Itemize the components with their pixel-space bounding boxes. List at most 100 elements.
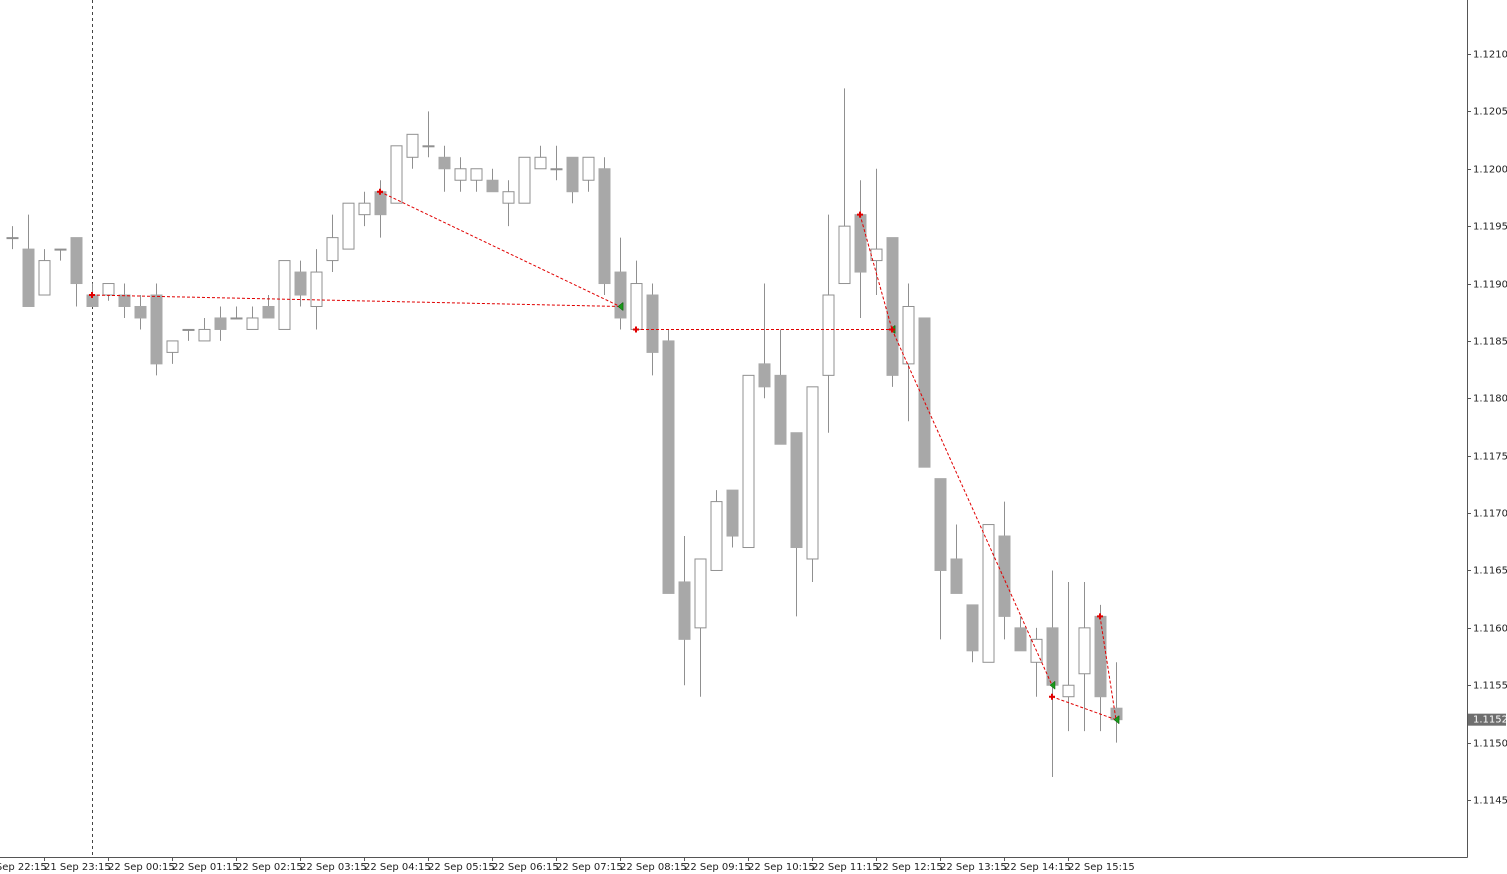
candle-body [918,317,931,468]
x-tick-label: 22 Sep 13:15 [940,862,1007,873]
candle-body [278,260,291,330]
candle-body [758,363,771,388]
x-tick-label: 22 Sep 15:15 [1068,862,1135,873]
candle-body [614,271,627,319]
x-tick-label: 22 Sep 02:15 [236,862,303,873]
x-tick-label: 22 Sep 10:15 [748,862,815,873]
y-tick-label: 1.1185 [1473,337,1507,348]
current-price-box [1468,713,1506,726]
candle-body [1062,684,1075,698]
x-tick-label: 22 Sep 05:15 [428,862,495,873]
trade-open-marker [377,188,383,195]
candle-body [310,271,323,307]
x-tick-label: 22 Sep 06:15 [492,862,559,873]
candle-body [54,248,67,251]
candle-body [502,191,515,204]
candle-body [38,260,51,296]
y-tick-label: 1.1200 [1473,165,1507,176]
trade-line [1099,616,1117,720]
trade-open-marker [857,211,863,218]
x-tick-label: 22 Sep 01:15 [172,862,239,873]
trade-close-marker [1113,715,1120,725]
y-tick-label: 1.1195 [1473,222,1507,233]
y-tick-label: 1.1155 [1473,681,1507,692]
y-tick-label: 1.1190 [1473,280,1507,291]
candle-body [118,294,131,307]
candle-body [838,225,851,285]
candle-body [486,179,499,193]
candle-body [358,202,371,216]
trade-line [379,191,621,307]
candle-body [726,489,739,537]
trade-close-marker [617,301,624,312]
candle-body [390,145,403,204]
candle-body [950,558,963,594]
candle-body [6,237,19,240]
trade-open-marker [1097,613,1103,620]
candle-body [934,478,947,571]
x-tick-label: 22 Sep 04:15 [364,862,431,873]
x-tick-label: 22 Sep 12:15 [876,862,943,873]
candle-body [550,168,563,171]
candle-body [134,305,147,319]
trade-open-marker [1049,693,1055,700]
trade-open-marker [889,326,895,333]
candle-body [662,340,675,594]
trade-open-marker [89,292,95,299]
candle-body [518,156,531,204]
candle-body [790,432,803,549]
candle-body [102,283,115,296]
y-tick-label: 1.1205 [1473,107,1507,118]
trade-close-marker [1049,680,1056,690]
x-tick-label: 21 Sep 22:15 [0,862,47,873]
candle-body [214,317,227,330]
candle-body [694,558,707,629]
candle-body [966,604,979,652]
candle-body [582,156,595,181]
current-price-label: 1.1152 [1473,715,1507,726]
candle-body [422,145,435,148]
y-tick-label: 1.1210 [1473,50,1507,61]
candle-body [198,328,211,342]
candle-body [246,317,259,330]
trade-line [1051,696,1117,721]
candle-body [822,294,835,376]
candle-body [982,524,995,663]
x-tick-label: 21 Sep 23:15 [44,862,111,873]
candle-body [262,305,275,319]
candle-body [598,168,611,285]
candle-body [70,237,83,285]
candle-body [454,168,467,181]
candle-body [406,133,419,158]
candle-body [374,191,387,216]
x-tick-label: 22 Sep 14:15 [1004,862,1071,873]
candle-body [1078,627,1091,675]
candle-body [1014,627,1027,652]
y-tick-label: 1.1145 [1473,796,1507,807]
x-tick-label: 22 Sep 09:15 [684,862,751,873]
y-tick-label: 1.1170 [1473,509,1507,520]
candle-body [182,328,195,331]
candle-body [342,202,355,250]
candle-body [854,214,867,273]
candle-body [534,156,547,170]
candle-body [806,386,819,560]
candle-body [166,340,179,353]
candle-body [886,237,899,376]
candle-body [774,374,787,445]
candle-body [646,294,659,353]
candle-body [678,581,691,640]
trade-line [891,329,1053,686]
candle-body [294,271,307,296]
y-tick-label: 1.1175 [1473,452,1507,463]
candle-body [710,501,723,571]
trade-open-marker [633,326,639,333]
candle-body [326,237,339,262]
y-tick-label: 1.1180 [1473,394,1507,405]
candle-body [566,156,579,193]
candle-body [470,168,483,181]
y-tick-label: 1.1160 [1473,624,1507,635]
candle-body [150,294,163,365]
